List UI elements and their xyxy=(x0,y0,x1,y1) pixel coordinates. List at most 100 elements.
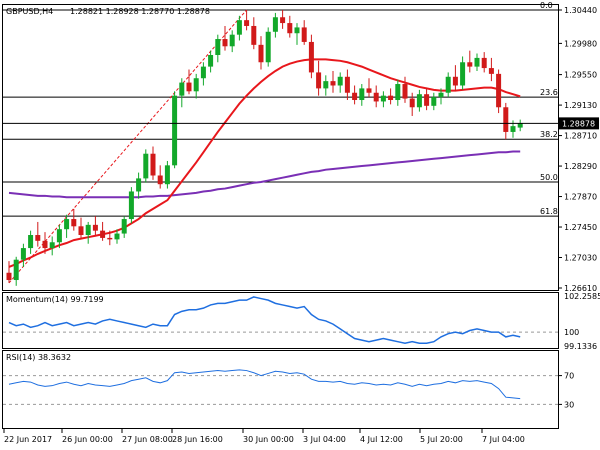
candle xyxy=(193,73,199,99)
rsi-line xyxy=(8,369,521,400)
candle xyxy=(402,76,408,103)
candle xyxy=(6,261,12,283)
candle xyxy=(359,84,365,106)
oscillators xyxy=(3,296,558,405)
chart-header-symbol: GBPUSD,H4 xyxy=(6,7,53,16)
rsi-label: RSI(14) 38.3632 xyxy=(6,353,71,362)
candle-body xyxy=(416,94,422,108)
candle xyxy=(503,102,509,140)
candle-body xyxy=(64,219,70,230)
candle xyxy=(352,85,358,105)
candle-body xyxy=(265,31,271,63)
fib-level-label: 61.8 xyxy=(540,207,558,216)
candle-body xyxy=(71,219,77,227)
candle-body xyxy=(143,153,149,179)
candle xyxy=(452,65,458,92)
candle xyxy=(179,78,185,108)
main-panel-frame xyxy=(2,4,559,291)
candle xyxy=(215,34,221,63)
candle xyxy=(431,92,437,111)
candle xyxy=(236,15,242,41)
candle xyxy=(244,10,250,31)
current-price-badge xyxy=(559,117,599,130)
candle xyxy=(49,236,55,256)
candle-body xyxy=(200,66,206,79)
candle-body xyxy=(438,92,444,98)
candle xyxy=(460,56,466,90)
price-tick-label: 1.30440 xyxy=(564,6,597,15)
rsi-tick-label: 30 xyxy=(564,400,574,409)
current-price-label: 1.28878 xyxy=(562,119,595,128)
candle-body xyxy=(301,27,307,42)
candle-body xyxy=(164,165,170,185)
candle-body xyxy=(287,23,293,34)
time-tick-label: 4 Jul 12:00 xyxy=(360,435,403,444)
candle-body xyxy=(503,107,509,132)
candle-body xyxy=(445,76,451,93)
fib-level-label: 23.6 xyxy=(540,88,558,97)
candle xyxy=(136,172,142,199)
candle xyxy=(200,62,206,86)
candle-body xyxy=(150,153,156,176)
candle xyxy=(229,30,235,53)
candle-body xyxy=(56,229,62,243)
fib-anchor-line xyxy=(8,9,247,284)
momentum-line xyxy=(8,296,521,345)
candle xyxy=(85,221,91,244)
candle xyxy=(337,72,343,93)
candle-body xyxy=(229,34,235,47)
momentum-tick-label: 100 xyxy=(564,328,579,337)
rsi-tick-label: 70 xyxy=(564,372,574,381)
candle-body xyxy=(272,17,278,32)
momentum-label: Momentum(14) 99.7199 xyxy=(6,295,104,304)
candle-body xyxy=(337,76,343,86)
candle xyxy=(280,10,286,29)
candle-body xyxy=(452,76,458,86)
candle xyxy=(380,91,386,108)
candle-body xyxy=(344,76,350,93)
candle xyxy=(272,12,278,38)
candle-body xyxy=(395,84,401,101)
candle xyxy=(42,232,48,254)
candle xyxy=(323,75,329,96)
candle-body xyxy=(352,92,358,101)
candle-body xyxy=(157,175,163,185)
candle-body xyxy=(136,178,142,192)
candle-body xyxy=(179,82,185,96)
fib-level-label: 50.0 xyxy=(540,173,558,182)
candle xyxy=(208,50,214,73)
candle-body xyxy=(431,97,437,106)
candle xyxy=(438,88,444,105)
time-tick-label: 7 Jul 04:00 xyxy=(482,435,525,444)
candle xyxy=(107,230,113,246)
price-tick-label: 1.29980 xyxy=(564,39,597,48)
candle xyxy=(409,92,415,116)
candle xyxy=(287,15,293,38)
price-tick-label: 1.27450 xyxy=(564,223,597,232)
candle xyxy=(481,52,487,73)
candle-body xyxy=(107,237,113,240)
candle-body xyxy=(294,27,300,34)
rsi-panel-frame xyxy=(2,350,559,429)
candle-body xyxy=(366,88,372,93)
candle-body xyxy=(424,94,430,106)
candle xyxy=(395,79,401,106)
candle-body xyxy=(510,126,516,132)
candle xyxy=(56,224,62,249)
time-tick-label: 27 Jun 08:00 xyxy=(122,435,173,444)
candle xyxy=(294,23,300,45)
time-tick-label: 3 Jul 04:00 xyxy=(303,435,346,444)
candle xyxy=(388,88,394,105)
candle xyxy=(172,91,178,169)
candle-body xyxy=(92,224,98,231)
candle xyxy=(416,89,422,112)
candle-body xyxy=(467,62,473,67)
candle-body xyxy=(42,240,48,249)
candle-body xyxy=(316,72,322,89)
candle xyxy=(13,256,19,286)
candle xyxy=(424,88,430,111)
candle-body xyxy=(308,41,314,73)
candle xyxy=(28,230,34,254)
candle-body xyxy=(251,25,257,45)
